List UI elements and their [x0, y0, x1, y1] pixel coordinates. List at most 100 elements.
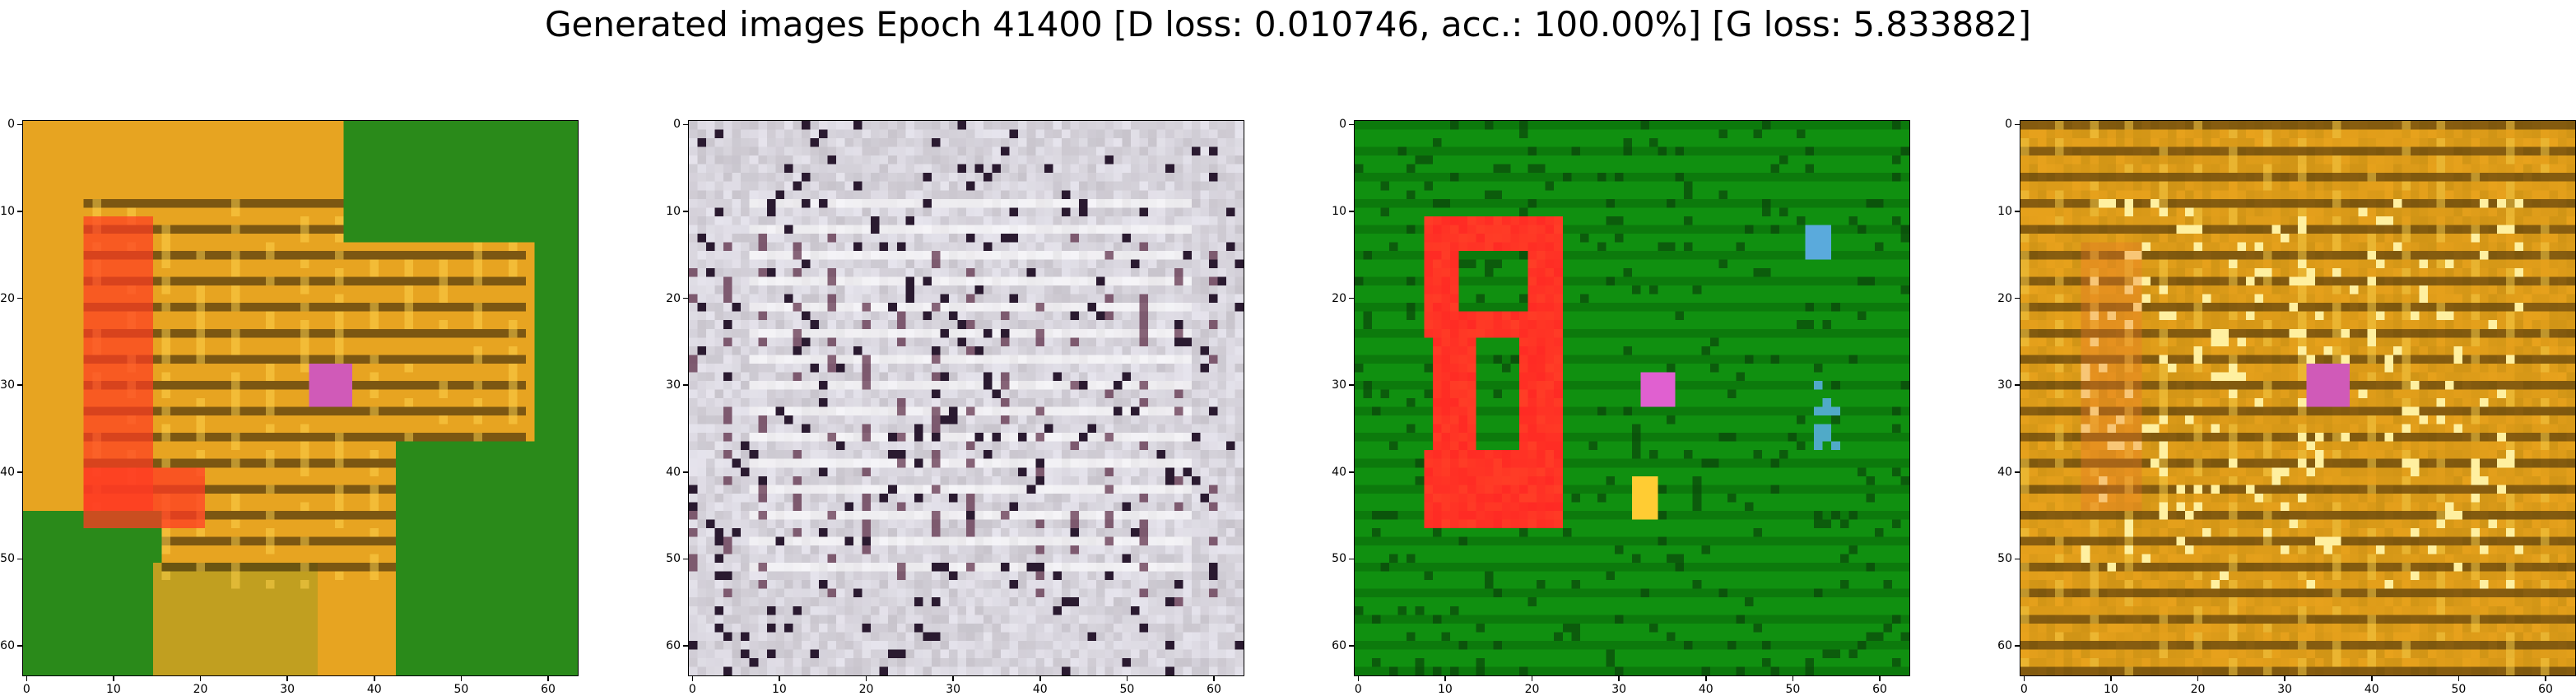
- x-tick-mark: [1126, 676, 1128, 681]
- y-tick-label: 60: [666, 639, 681, 653]
- x-tick-label: 50: [1785, 683, 1801, 696]
- y-tick-mark: [1349, 211, 1354, 212]
- x-tick-label: 40: [366, 683, 382, 696]
- x-tick-label: 10: [105, 683, 121, 696]
- x-tick-label: 40: [1698, 683, 1713, 696]
- y-tick-label: 50: [0, 552, 15, 566]
- x-tick-label: 50: [1119, 683, 1135, 696]
- x-tick-mark: [1357, 676, 1360, 681]
- y-tick-label: 20: [1997, 291, 2012, 305]
- x-tick-mark: [2545, 676, 2546, 681]
- x-tick-mark: [113, 676, 114, 681]
- x-tick-label: 30: [2277, 683, 2293, 696]
- y-tick-label: 20: [1332, 291, 1346, 305]
- x-tick-label: 50: [2451, 683, 2467, 696]
- generated-image-1: [22, 120, 579, 676]
- y-tick-label: 40: [1332, 465, 1346, 479]
- image-pixels: [689, 121, 1244, 675]
- x-tick-mark: [26, 676, 28, 681]
- y-tick-mark: [17, 211, 22, 212]
- y-tick-label: 30: [1997, 378, 2012, 392]
- x-tick-label: 20: [858, 683, 874, 696]
- image-pixels: [1355, 121, 1909, 675]
- y-tick-mark: [1349, 123, 1354, 126]
- x-tick-mark: [1444, 676, 1446, 681]
- y-tick-mark: [17, 645, 22, 647]
- x-tick-mark: [1039, 676, 1041, 681]
- y-tick-label: 30: [1332, 378, 1346, 392]
- image-pixels: [23, 121, 578, 675]
- y-tick-mark: [683, 384, 688, 386]
- x-tick-mark: [286, 676, 288, 681]
- x-tick-label: 0: [22, 683, 30, 696]
- y-tick-mark: [2015, 211, 2020, 212]
- y-tick-mark: [17, 123, 22, 126]
- image-pixels: [2020, 121, 2575, 675]
- y-tick-label: 60: [1997, 639, 2012, 653]
- x-tick-mark: [2371, 676, 2373, 681]
- y-tick-label: 40: [1997, 465, 2012, 479]
- y-tick-mark: [17, 471, 22, 473]
- y-tick-mark: [2015, 123, 2020, 126]
- x-tick-mark: [2457, 676, 2460, 681]
- x-tick-label: 0: [2020, 683, 2028, 696]
- y-tick-mark: [17, 558, 22, 560]
- y-tick-mark: [683, 645, 688, 647]
- y-tick-label: 40: [0, 465, 15, 479]
- y-tick-label: 10: [666, 204, 681, 218]
- x-tick-mark: [1879, 676, 1881, 681]
- x-tick-label: 50: [453, 683, 469, 696]
- x-tick-label: 30: [280, 683, 295, 696]
- y-tick-label: 30: [0, 378, 15, 392]
- x-tick-mark: [2023, 676, 2025, 681]
- y-tick-label: 50: [1997, 552, 2012, 566]
- y-tick-label: 0: [673, 118, 681, 132]
- x-tick-mark: [691, 676, 694, 681]
- y-tick-label: 60: [0, 639, 15, 653]
- y-tick-label: 20: [0, 291, 15, 305]
- y-tick-mark: [1349, 645, 1354, 647]
- y-tick-mark: [2015, 297, 2020, 299]
- y-tick-mark: [2015, 471, 2020, 473]
- x-tick-mark: [1213, 676, 1215, 681]
- x-tick-label: 60: [1872, 683, 1887, 696]
- x-tick-label: 40: [2364, 683, 2379, 696]
- y-tick-mark: [2015, 558, 2020, 560]
- x-tick-label: 40: [1032, 683, 1048, 696]
- x-tick-mark: [952, 676, 954, 681]
- x-tick-label: 30: [946, 683, 961, 696]
- y-tick-mark: [1349, 384, 1354, 386]
- x-tick-label: 20: [2190, 683, 2206, 696]
- y-tick-mark: [2015, 384, 2020, 386]
- x-tick-label: 60: [1207, 683, 1221, 696]
- x-tick-label: 0: [688, 683, 696, 696]
- x-tick-mark: [374, 676, 375, 681]
- x-tick-mark: [1531, 676, 1533, 681]
- generated-image-2: [688, 120, 1244, 676]
- x-tick-mark: [2110, 676, 2112, 681]
- y-tick-label: 60: [1332, 639, 1346, 653]
- y-tick-label: 10: [1997, 204, 2012, 218]
- y-tick-label: 50: [1332, 552, 1346, 566]
- x-tick-label: 20: [193, 683, 208, 696]
- x-tick-label: 60: [2538, 683, 2553, 696]
- x-tick-mark: [1792, 676, 1794, 681]
- generated-image-4: [2020, 120, 2576, 676]
- x-tick-mark: [865, 676, 867, 681]
- x-tick-mark: [460, 676, 463, 681]
- y-tick-mark: [17, 384, 22, 386]
- generated-image-3: [1354, 120, 1910, 676]
- x-tick-label: 10: [771, 683, 787, 696]
- x-tick-label: 30: [1611, 683, 1627, 696]
- y-tick-mark: [17, 297, 22, 299]
- y-tick-mark: [683, 558, 688, 560]
- y-tick-mark: [683, 211, 688, 212]
- x-tick-mark: [1705, 676, 1707, 681]
- y-tick-mark: [683, 123, 688, 126]
- y-tick-mark: [1349, 471, 1354, 473]
- figure-title: Generated images Epoch 41400 [D loss: 0.…: [544, 4, 2032, 44]
- y-tick-label: 0: [7, 118, 15, 132]
- y-tick-mark: [1349, 558, 1354, 560]
- y-tick-label: 10: [1332, 204, 1346, 218]
- y-tick-mark: [683, 471, 688, 473]
